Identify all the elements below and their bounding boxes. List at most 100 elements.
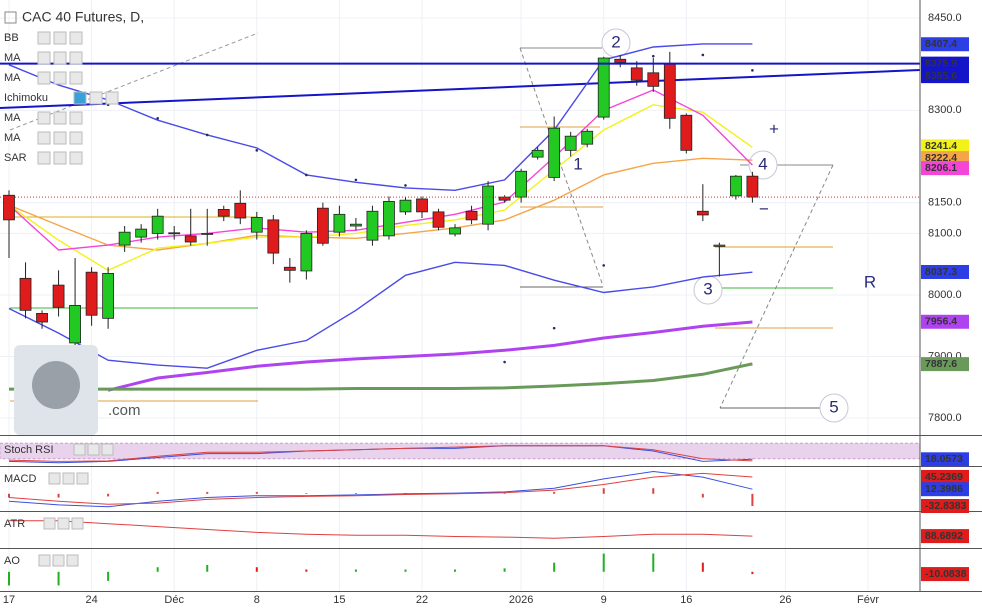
price-tag xyxy=(921,139,969,154)
price-tag xyxy=(921,357,969,372)
histogram-bar xyxy=(404,569,407,572)
candle-body xyxy=(69,305,81,344)
candle-body xyxy=(283,266,296,271)
histogram-bar xyxy=(156,491,159,494)
legend-entry: BB xyxy=(4,32,19,44)
candle-body xyxy=(52,284,65,308)
histogram-bar xyxy=(305,569,308,572)
y-tick-label: 8300.0 xyxy=(928,104,962,116)
drawing-line xyxy=(9,32,259,131)
settings-icon xyxy=(37,51,51,65)
histogram-bar xyxy=(751,571,754,575)
settings-icon xyxy=(53,111,67,125)
settings-icon xyxy=(69,111,83,125)
settings-icon xyxy=(52,554,65,567)
y-tick-label: 8000.0 xyxy=(928,289,962,301)
x-tick-label: Févr xyxy=(857,594,879,606)
price-tag-label: 8037.3 xyxy=(925,266,957,278)
sar-dot xyxy=(602,264,606,267)
price-tag xyxy=(921,264,969,279)
candle-body xyxy=(647,72,660,87)
drawings xyxy=(0,28,921,423)
y-tick-label: 7800.0 xyxy=(928,412,962,424)
settings-icon xyxy=(38,554,51,567)
histogram-bar xyxy=(156,567,159,572)
settings-icon xyxy=(43,517,56,530)
annotation: 1 xyxy=(573,154,582,173)
candle-body xyxy=(267,219,280,254)
price-tag-label: 8222.4 xyxy=(925,152,957,164)
price-tag xyxy=(921,161,969,176)
price-tag xyxy=(921,452,969,467)
histogram-bar xyxy=(701,493,704,498)
annotation: 4 xyxy=(758,154,767,173)
candle-body xyxy=(19,277,32,311)
overlay-line xyxy=(8,157,753,251)
watermark-text: .com xyxy=(108,402,141,419)
x-tick-label: 8 xyxy=(254,594,260,606)
x-tick-label: 17 xyxy=(3,594,15,606)
candle-body xyxy=(250,217,263,233)
settings-icon xyxy=(37,151,51,165)
price-tag xyxy=(921,469,969,484)
x-tick-label: 9 xyxy=(601,594,607,606)
candle-body xyxy=(36,313,48,323)
candle-body xyxy=(581,130,594,145)
price-tag xyxy=(921,69,969,84)
histogram-bar xyxy=(206,564,209,572)
settings-icon xyxy=(69,51,83,65)
settings-icon xyxy=(101,443,114,456)
sar-dot xyxy=(255,149,259,152)
price-tag xyxy=(921,482,969,497)
candle-body xyxy=(597,57,610,118)
settings-icon xyxy=(37,111,51,125)
settings-icon xyxy=(71,517,84,530)
price-tag-label: 88.6892 xyxy=(925,530,963,542)
y-tick-label: 8150.0 xyxy=(928,197,962,209)
annotation-circle xyxy=(748,150,778,180)
candle-body xyxy=(316,207,329,244)
candle-body xyxy=(234,202,247,219)
histogram-bar xyxy=(107,571,110,581)
histogram-bar xyxy=(701,562,704,572)
pane-title: Stoch RSI xyxy=(4,444,54,456)
price-tag xyxy=(921,529,969,544)
legend-entry: MA xyxy=(4,52,21,64)
candle-body xyxy=(548,127,561,178)
band xyxy=(0,442,921,460)
overlay-line xyxy=(8,104,753,272)
histogram-bar xyxy=(354,493,357,494)
candle-body xyxy=(350,223,362,227)
sar-dot xyxy=(751,69,754,72)
annotation-circle xyxy=(819,393,849,423)
price-tag-label: 8375.9 xyxy=(925,57,957,69)
settings-icon xyxy=(53,151,67,165)
settings-icon xyxy=(69,71,83,85)
legend-entry: Ichimoku xyxy=(4,92,48,104)
sar-dot xyxy=(354,178,358,182)
candle-body xyxy=(531,149,544,158)
settings-icon xyxy=(69,151,83,165)
candle-body xyxy=(168,232,181,235)
watermark: .com xyxy=(14,345,141,435)
candle-body xyxy=(85,271,98,316)
indicator-line xyxy=(8,445,753,462)
annotation: 5 xyxy=(829,397,838,416)
histogram-bar xyxy=(206,491,209,494)
histogram-bar xyxy=(553,562,556,572)
candle-body xyxy=(333,213,346,233)
price-tag xyxy=(921,314,969,329)
settings-icon xyxy=(87,443,100,456)
settings-icon xyxy=(53,71,67,85)
price-tag-label: 7956.4 xyxy=(925,316,957,328)
overlay-line xyxy=(8,89,753,251)
pane-title: ATR xyxy=(4,518,25,530)
candle-body xyxy=(680,114,693,151)
candle-body xyxy=(118,231,131,246)
settings-icon xyxy=(53,31,67,45)
candle-body xyxy=(3,194,15,221)
candle-body xyxy=(217,209,230,217)
price-tag-label: 7887.6 xyxy=(925,358,957,370)
histogram-bar xyxy=(751,493,754,507)
